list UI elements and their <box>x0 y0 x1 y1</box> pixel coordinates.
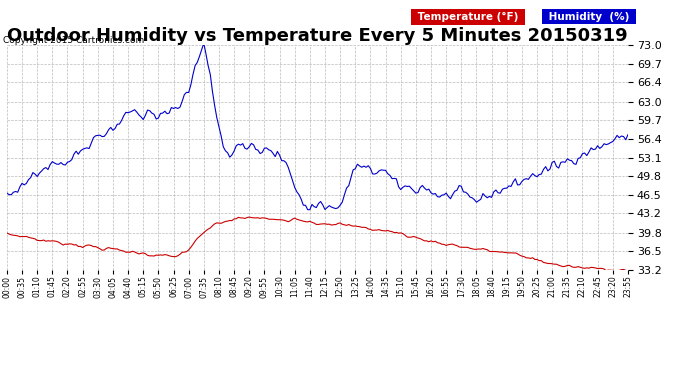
Text: Humidity  (%): Humidity (%) <box>545 12 633 22</box>
Text: Temperature (°F): Temperature (°F) <box>414 12 522 22</box>
Title: Outdoor Humidity vs Temperature Every 5 Minutes 20150319: Outdoor Humidity vs Temperature Every 5 … <box>7 27 628 45</box>
Text: Copyright 2015 Cartronics.com: Copyright 2015 Cartronics.com <box>3 36 145 45</box>
